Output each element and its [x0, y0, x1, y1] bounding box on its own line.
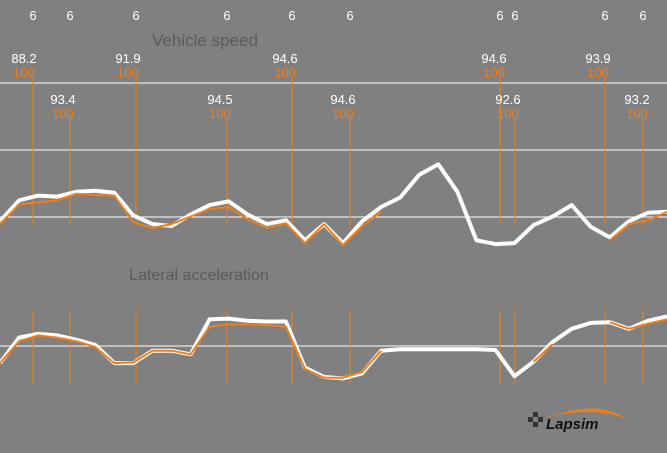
gear-label: 6 [29, 8, 36, 23]
checkered-flag-icon [528, 412, 543, 427]
gear-label: 6 [639, 8, 646, 23]
throttle-percent-label: 100 [626, 106, 648, 121]
gear-label: 6 [496, 8, 503, 23]
speed-value-label: 94.5 [207, 92, 232, 107]
speed-value-label: 88.2 [11, 51, 36, 66]
lateral-reference-trace [0, 314, 667, 381]
throttle-percent-label: 100 [13, 65, 35, 80]
throttle-percent-label: 100 [52, 106, 74, 121]
gear-label: 6 [346, 8, 353, 23]
gear-label: 6 [66, 8, 73, 23]
speed-reference-trace [0, 162, 667, 247]
gear-label: 6 [511, 8, 518, 23]
gridlines [0, 82, 667, 347]
throttle-percent-label: 100 [274, 65, 296, 80]
throttle-percent-label: 100 [117, 65, 139, 80]
speed-value-label: 92.6 [495, 92, 520, 107]
speed-value-label: 94.6 [330, 92, 355, 107]
gear-label: 6 [223, 8, 230, 23]
speed-value-label: 91.9 [115, 51, 140, 66]
logo-swoosh [545, 408, 628, 420]
throttle-percent-label: 100 [497, 106, 519, 121]
logo-text: Lapsim [546, 416, 599, 433]
speed-value-label: 94.6 [272, 51, 297, 66]
throttle-percent-label: 100 [332, 106, 354, 121]
lapsim-logo: Lapsim [528, 408, 628, 433]
lateral-current-trace [0, 318, 667, 379]
gear-label: 6 [288, 8, 295, 23]
gear-label: 6 [132, 8, 139, 23]
speed-panel-title: Vehicle speed [152, 31, 258, 50]
corner-markers [32, 78, 644, 384]
speed-value-label: 93.2 [624, 92, 649, 107]
speed-value-label: 94.6 [481, 51, 506, 66]
speed-current-trace [0, 192, 667, 246]
throttle-percent-label: 100 [587, 65, 609, 80]
speed-value-label: 93.4 [50, 92, 75, 107]
speed-value-label: 93.9 [585, 51, 610, 66]
traces [0, 162, 667, 381]
throttle-percent-label: 100 [209, 106, 231, 121]
lateral-panel-title: Lateral acceleration [129, 267, 269, 284]
marker-labels: 688.2100693.4100691.9100694.5100694.6100… [11, 8, 649, 121]
gear-label: 6 [601, 8, 608, 23]
throttle-percent-label: 100 [483, 65, 505, 80]
